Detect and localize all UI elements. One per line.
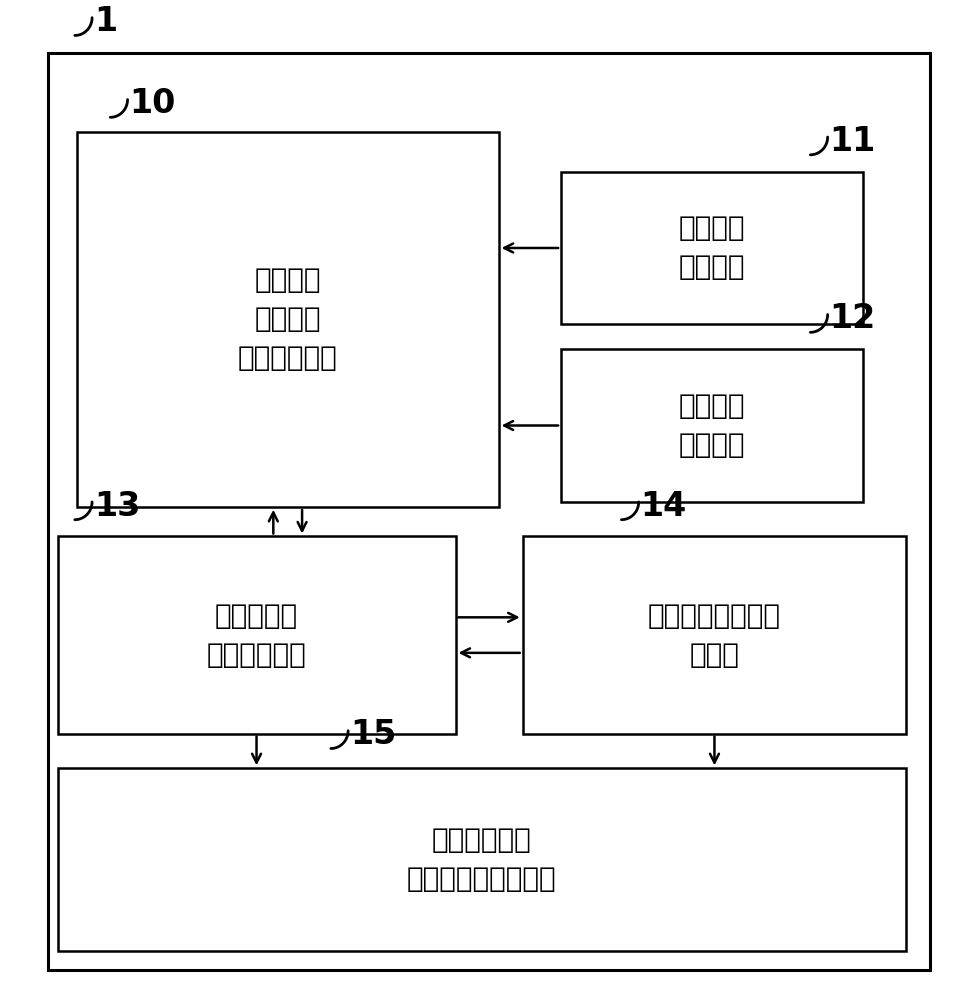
Bar: [77, 132, 499, 507]
Bar: [523, 536, 906, 734]
Text: 耐压局放数据
动态显示和存储模块: 耐压局放数据 动态显示和存储模块: [407, 826, 557, 893]
Text: 交流耐压
试验模块: 交流耐压 试验模块: [679, 214, 745, 281]
Text: 直流耐压
试验模块: 直流耐压 试验模块: [679, 392, 745, 459]
Text: 11: 11: [830, 125, 876, 158]
Bar: [561, 349, 863, 502]
Bar: [58, 768, 906, 951]
Text: 局部放电
超宽频带
检测系统模块: 局部放电 超宽频带 检测系统模块: [238, 266, 338, 372]
Text: 14: 14: [641, 490, 687, 523]
Text: 13: 13: [94, 490, 140, 523]
Text: 10: 10: [129, 87, 175, 120]
Bar: [561, 172, 863, 324]
Text: 二维时频窗
动态显示模块: 二维时频窗 动态显示模块: [206, 602, 307, 669]
Text: 15: 15: [350, 718, 396, 751]
Text: 矩形时频滤波器算
法模块: 矩形时频滤波器算 法模块: [648, 602, 781, 669]
Text: 12: 12: [830, 302, 876, 335]
Text: 1: 1: [94, 5, 117, 38]
Bar: [58, 536, 456, 734]
